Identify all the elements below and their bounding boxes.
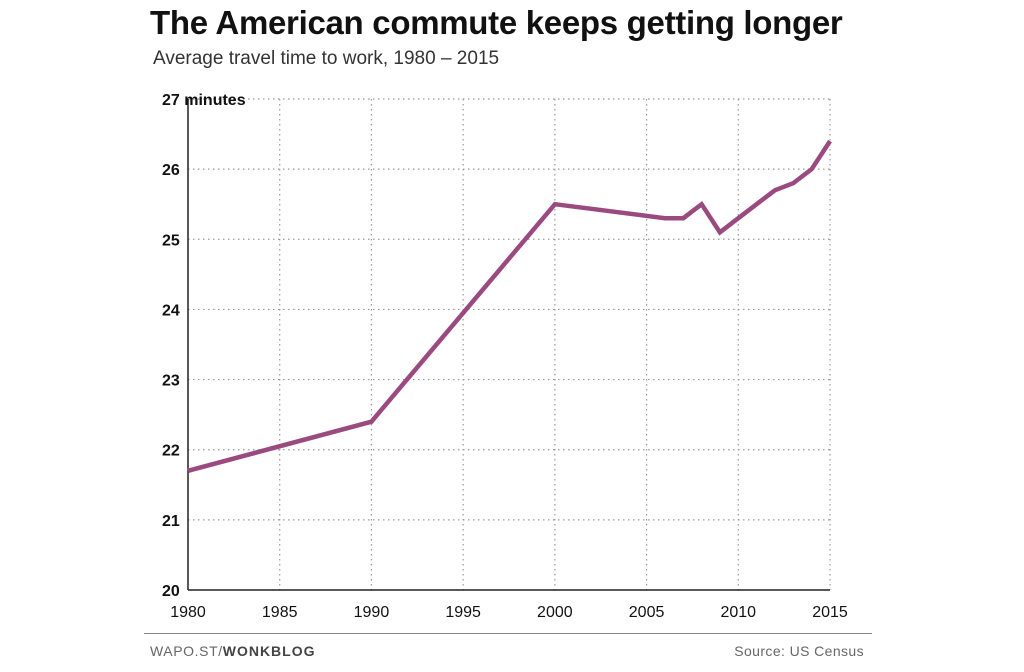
footer-divider	[144, 633, 872, 634]
y-tick-label: 26	[162, 162, 180, 179]
x-tick-label: 2000	[537, 604, 573, 621]
x-tick-label: 2010	[720, 604, 756, 621]
source-note: Source: US Census	[734, 643, 864, 659]
x-axis-ticks: 1980 1985 1990 1995 2000 2005 2010 2015	[170, 604, 848, 621]
y-tick-label: 22	[162, 443, 180, 460]
series-line-commute-time	[187, 139, 832, 473]
y-tick-label: 27 minutes	[162, 92, 246, 109]
y-tick-label: 24	[162, 302, 180, 319]
x-tick-label: 1995	[445, 604, 481, 621]
y-tick-label: 20	[162, 583, 180, 600]
y-tick-label: 23	[162, 373, 180, 390]
series-layer	[187, 139, 832, 473]
x-tick-label: 1980	[170, 604, 206, 621]
x-tick-label: 1990	[354, 604, 390, 621]
x-tick-label: 2015	[812, 604, 848, 621]
chart-title: The American commute keeps getting longe…	[150, 4, 843, 41]
grid	[188, 98, 831, 590]
x-tick-label: 1985	[262, 604, 298, 621]
credit-prefix: WAPO.ST/	[150, 643, 223, 659]
credit: WAPO.ST/WONKBLOG	[150, 643, 316, 659]
y-axis-ticks: 27 minutes 26 25 24 23 22 21 20	[162, 92, 246, 600]
y-tick-label: 21	[162, 513, 180, 530]
x-tick-label: 2005	[629, 604, 665, 621]
chart-subtitle: Average travel time to work, 1980 – 2015	[153, 48, 500, 69]
credit-brand: WONKBLOG	[222, 643, 316, 659]
y-tick-label: 25	[162, 232, 180, 249]
axes	[187, 99, 830, 591]
